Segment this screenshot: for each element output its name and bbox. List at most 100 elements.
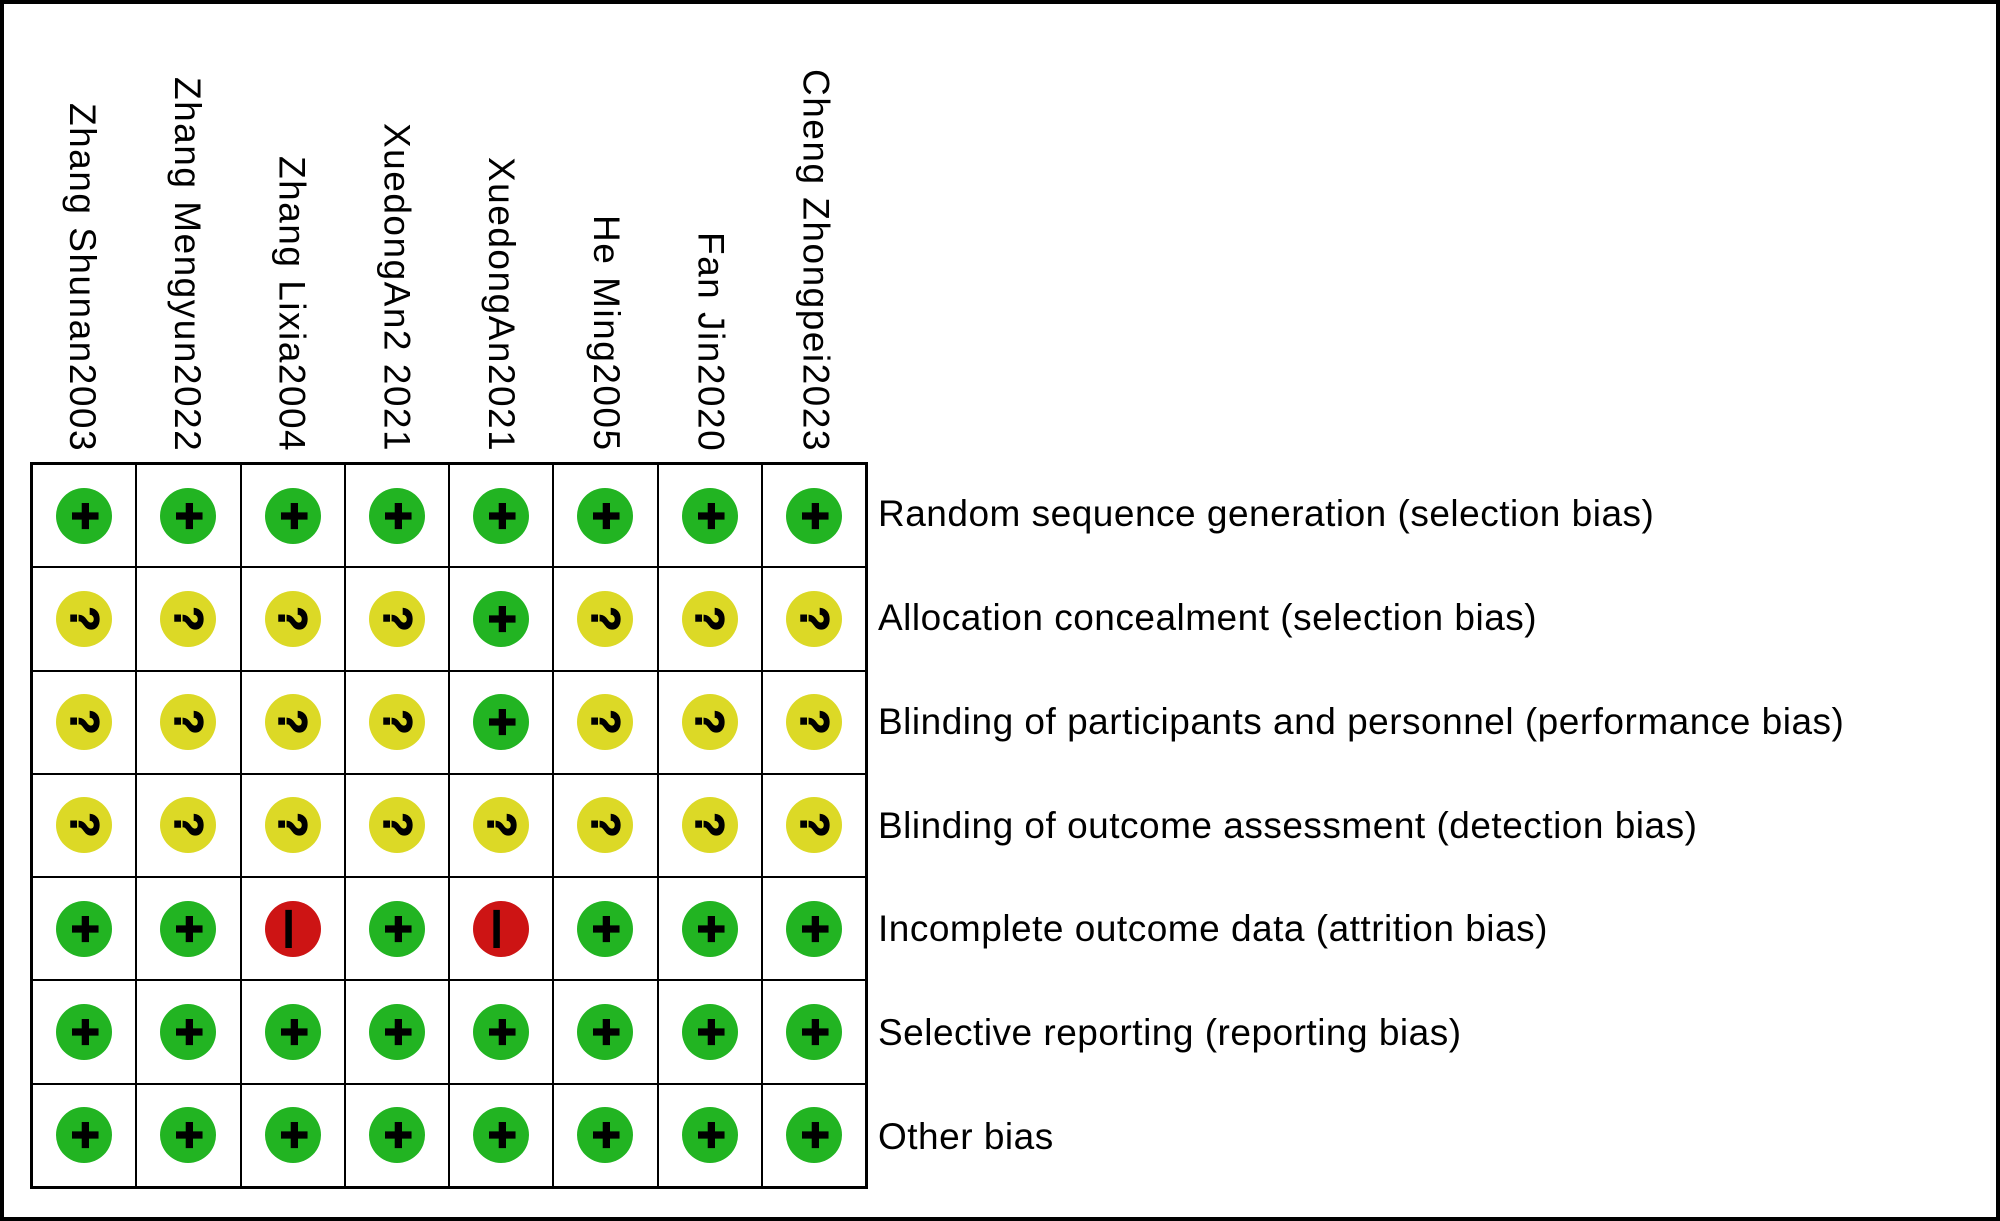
judgment-symbol: + (370, 501, 425, 531)
bias-domain-label: Incomplete outcome data (attrition bias) (878, 877, 1548, 981)
low-risk-circle: + (264, 1004, 321, 1061)
bias-domain-text: Blinding of participants and personnel (… (878, 700, 1845, 742)
rob-cell: ? (240, 773, 345, 878)
judgment-symbol: ? (166, 709, 212, 735)
judgment-symbol: - (266, 905, 320, 953)
judgment-symbol: + (578, 1120, 633, 1150)
study-name: Zhang Shunan2003 (62, 102, 103, 452)
rob-cell: ? (32, 670, 137, 774)
rob-cell: + (240, 980, 345, 1084)
high-risk-circle: - (473, 900, 530, 957)
low-risk-circle: + (473, 1004, 530, 1061)
low-risk-circle: + (368, 900, 425, 957)
rob-cell: + (761, 1083, 866, 1187)
unclear-risk-circle: ? (681, 694, 738, 751)
judgment-symbol: + (683, 1017, 738, 1047)
rob-cell: ? (761, 670, 866, 774)
judgment-symbol: + (57, 914, 112, 944)
judgment-symbol: + (578, 1017, 633, 1047)
unclear-risk-circle: ? (160, 797, 217, 854)
rob-cell: + (449, 464, 554, 568)
judgment-symbol: + (57, 1120, 112, 1150)
study-name: XuedongAn2 2021 (376, 122, 418, 452)
bias-domain-text: Allocation concealment (selection bias) (878, 596, 1538, 638)
unclear-risk-circle: ? (160, 590, 217, 647)
judgment-symbol: ? (791, 709, 837, 735)
rob-cell: + (553, 980, 658, 1084)
bias-domain-label: Random sequence generation (selection bi… (878, 462, 1654, 566)
rob-cell: + (761, 877, 866, 981)
judgment-symbol: + (266, 1120, 321, 1150)
judgment-symbol: ? (791, 606, 837, 632)
bias-domain-text: Other bias (878, 1116, 1054, 1158)
study-column-header: Fan Jin2020 (659, 4, 764, 460)
unclear-risk-circle: ? (681, 797, 738, 854)
unclear-risk-circle: ? (368, 590, 425, 647)
rob-cell: + (761, 464, 866, 568)
study-name: Zhang Mengyun2022 (166, 76, 208, 452)
low-risk-circle: + (681, 1107, 738, 1164)
rob-cell: - (449, 877, 554, 981)
judgment-symbol: + (161, 1120, 216, 1150)
rob-cell: + (761, 980, 866, 1084)
judgment-symbol: ? (478, 813, 524, 839)
rob-cell: + (553, 464, 658, 568)
unclear-risk-circle: ? (785, 694, 842, 751)
judgment-symbol: + (57, 1017, 112, 1047)
rob-cell: ? (761, 567, 866, 671)
judgment-symbol: ? (791, 813, 837, 839)
judgment-symbol: + (474, 1017, 529, 1047)
judgment-symbol: + (161, 914, 216, 944)
rob-cell: + (449, 1083, 554, 1187)
judgment-symbol: ? (374, 606, 420, 632)
low-risk-circle: + (473, 487, 530, 544)
study-column-header: Zhang Lixia2004 (240, 4, 345, 460)
rob-cell: + (32, 1083, 137, 1187)
rob-cell: + (657, 877, 762, 981)
judgment-symbol: + (474, 1120, 529, 1150)
judgment-symbol: + (370, 1017, 425, 1047)
judgment-symbol: ? (61, 709, 107, 735)
judgment-symbol: + (787, 501, 842, 531)
low-risk-circle: + (56, 487, 113, 544)
judgment-symbol: + (266, 1017, 321, 1047)
study-column-header: Zhang Shunan2003 (30, 4, 135, 460)
rob-cell: + (344, 877, 449, 981)
bias-domain-label: Selective reporting (reporting bias) (878, 981, 1462, 1085)
judgment-symbol: ? (270, 813, 316, 839)
study-column-header: He Ming2005 (554, 4, 659, 460)
low-risk-circle: + (785, 900, 842, 957)
rob-cell: ? (136, 773, 241, 878)
rob-cell: ? (136, 567, 241, 671)
unclear-risk-circle: ? (160, 694, 217, 751)
unclear-risk-circle: ? (368, 797, 425, 854)
low-risk-circle: + (160, 900, 217, 957)
unclear-risk-circle: ? (56, 590, 113, 647)
study-column-header: XuedongAn2 2021 (344, 4, 449, 460)
rob-cell: + (449, 567, 554, 671)
rob-cell: + (657, 980, 762, 1084)
judgment-symbol: ? (687, 709, 733, 735)
judgment-symbol: + (787, 1017, 842, 1047)
rob-cell: ? (657, 567, 762, 671)
low-risk-circle: + (681, 487, 738, 544)
low-risk-circle: + (56, 1107, 113, 1164)
low-risk-circle: + (473, 1107, 530, 1164)
low-risk-circle: + (264, 1107, 321, 1164)
study-name: He Ming2005 (585, 215, 627, 452)
unclear-risk-circle: ? (264, 797, 321, 854)
low-risk-circle: + (264, 487, 321, 544)
rob-cell: ? (240, 670, 345, 774)
rob-cell: ? (553, 670, 658, 774)
judgment-symbol: + (57, 501, 112, 531)
rob-cell: + (136, 877, 241, 981)
rob-cell: ? (553, 773, 658, 878)
low-risk-circle: + (160, 1107, 217, 1164)
low-risk-circle: + (56, 1004, 113, 1061)
judgment-symbol: + (474, 707, 529, 737)
study-column-header: Cheng Zhongpei2023 (763, 4, 868, 460)
study-name: Cheng Zhongpei2023 (795, 69, 837, 452)
judgment-symbol: + (266, 501, 321, 531)
low-risk-circle: + (785, 1107, 842, 1164)
